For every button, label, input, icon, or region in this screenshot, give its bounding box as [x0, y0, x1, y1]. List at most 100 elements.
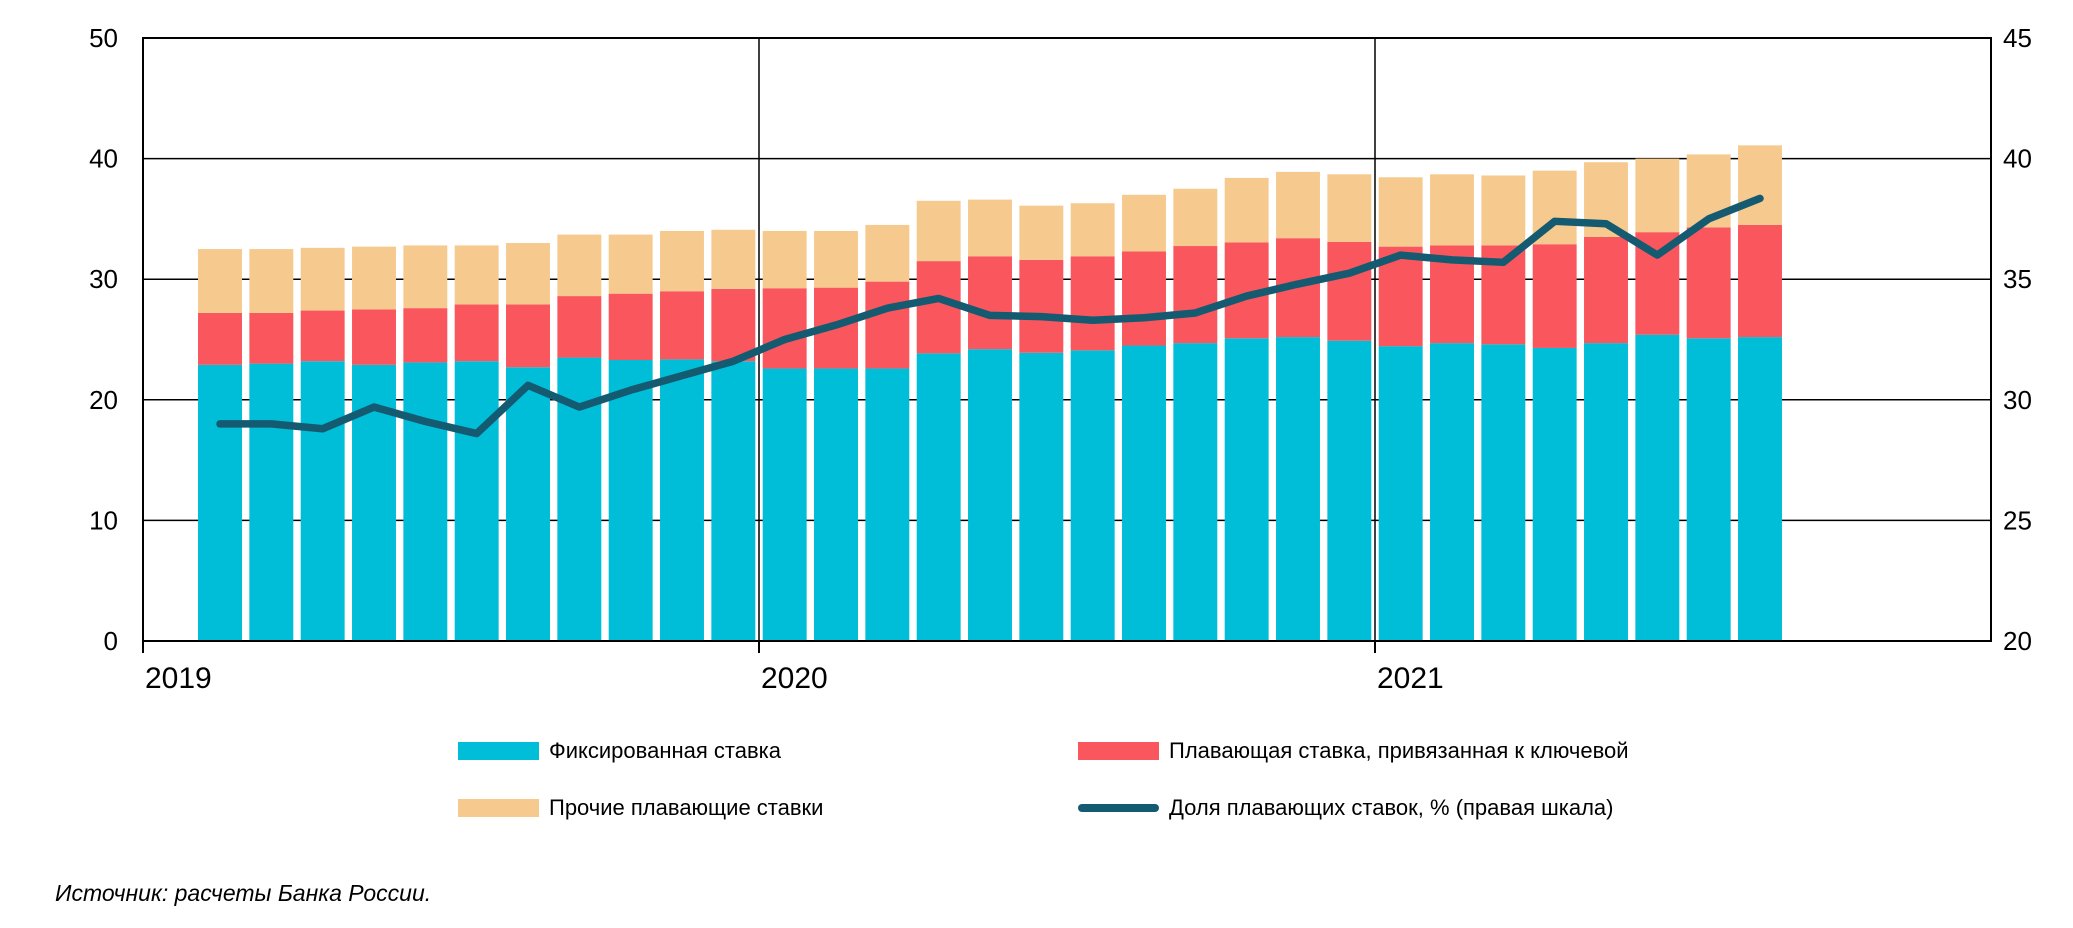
bar-segment-2	[352, 246, 396, 310]
bar-segment-0	[1430, 343, 1474, 641]
bar-segment-2	[1430, 174, 1474, 246]
bar-segment-2	[1122, 194, 1166, 252]
bar-segment-1	[1019, 259, 1064, 353]
bar-segment-0	[1532, 347, 1577, 641]
bar-segment-0	[1378, 346, 1423, 641]
bar-segment-2	[1019, 205, 1064, 260]
bar-segment-2	[249, 249, 294, 313]
bar-segment-0	[403, 362, 448, 641]
legend-swatch-fixed-rate	[458, 742, 539, 760]
bar-segment-1	[1327, 241, 1372, 341]
bar-segment-0	[660, 359, 704, 641]
y-axis-label-left: 20	[89, 385, 118, 415]
bar-segment-0	[249, 363, 294, 641]
bar-segment-2	[660, 230, 704, 292]
y-axis-label-right: 35	[2003, 264, 2032, 294]
legend-item-floating-share-line: Доля плавающих ставок, % (правая шкала)	[1078, 797, 1614, 819]
bar-segment-1	[1738, 224, 1782, 338]
legend-item-key-rate-floating: Плавающая ставка, привязанная к ключевой	[1078, 740, 1629, 762]
bar-segment-0	[1070, 350, 1115, 641]
bar-segment-0	[1686, 338, 1731, 641]
bar-segment-1	[762, 288, 807, 369]
bar-segment-2	[814, 230, 858, 288]
bar-segment-0	[506, 367, 550, 641]
bar-segment-1	[865, 281, 910, 369]
bar-segment-1	[968, 256, 1012, 350]
bar-segment-0	[198, 364, 242, 641]
bar-segment-0	[1173, 343, 1218, 641]
bar-segment-2	[300, 247, 345, 311]
y-axis-label-right: 20	[2003, 626, 2032, 656]
bar-segment-2	[1481, 175, 1526, 246]
bar-segment-2	[762, 230, 807, 289]
legend-label-other-floating: Прочие плавающие ставки	[549, 795, 824, 820]
y-axis-label-left: 50	[89, 23, 118, 53]
bar-segment-2	[506, 243, 550, 305]
bar-segment-2	[1378, 177, 1423, 247]
bar-segment-1	[198, 312, 242, 365]
legend-label-fixed-rate: Фиксированная ставка	[549, 738, 781, 763]
bar-segment-1	[1584, 236, 1628, 344]
bar-segment-2	[608, 234, 653, 294]
legend-swatch-key-rate-floating	[1078, 742, 1159, 760]
bar-segment-2	[1276, 171, 1320, 239]
legend-item-other-floating: Прочие плавающие ставки	[458, 797, 823, 819]
bar-segment-0	[1019, 352, 1064, 641]
bar-segment-1	[1122, 251, 1166, 346]
bar-segment-1	[608, 293, 653, 361]
bar-segment-0	[968, 349, 1012, 641]
bar-segment-0	[1584, 343, 1628, 641]
x-axis-year-label: 2019	[145, 662, 212, 695]
y-axis-label-right: 30	[2003, 385, 2032, 415]
x-axis-year-label: 2021	[1377, 662, 1444, 695]
y-axis-label-left: 40	[89, 144, 118, 174]
bar-segment-0	[916, 353, 961, 641]
bar-segment-0	[1481, 344, 1526, 641]
plot-frame	[142, 37, 1992, 642]
y-axis-label-right: 25	[2003, 505, 2032, 535]
bar-segment-1	[352, 309, 396, 365]
bar-segment-2	[454, 245, 499, 305]
source-note: Источник: расчеты Банка России.	[55, 880, 432, 906]
y-axis-label-right: 45	[2003, 23, 2032, 53]
bar-segment-2	[198, 249, 242, 313]
bar-segment-1	[249, 312, 294, 364]
legend-line-swatch-floating-share	[1078, 804, 1159, 812]
bar-segment-1	[711, 288, 756, 362]
y-axis-label-left: 30	[89, 264, 118, 294]
bar-segment-1	[1532, 244, 1577, 348]
bar-segment-1	[506, 304, 550, 368]
bar-segment-2	[1173, 188, 1218, 247]
legend-item-fixed-rate: Фиксированная ставка	[458, 740, 781, 762]
bar-segment-1	[557, 296, 602, 358]
bar-segment-0	[762, 368, 807, 641]
bar-segment-2	[557, 234, 602, 297]
bar-segment-2	[1327, 174, 1372, 242]
bar-segment-0	[1635, 334, 1680, 641]
bar-segment-2	[1070, 203, 1115, 257]
bar-segment-2	[916, 200, 961, 262]
bar-segment-0	[1327, 340, 1372, 641]
bar-segment-1	[454, 304, 499, 362]
legend-swatch-other-floating	[458, 799, 539, 817]
bar-segment-2	[1224, 177, 1269, 243]
bar-segment-2	[968, 199, 1012, 257]
bar-segment-2	[403, 245, 448, 309]
bar-segment-0	[454, 361, 499, 641]
bar-segment-0	[711, 361, 756, 641]
bar-segment-2	[711, 229, 756, 289]
bar-segment-0	[300, 361, 345, 641]
bar-segment-2	[865, 224, 910, 282]
bar-segment-2	[1635, 158, 1680, 233]
bar-segment-1	[1173, 246, 1218, 344]
bar-segment-2	[1738, 145, 1782, 225]
bar-segment-1	[1686, 227, 1731, 339]
bar-segment-1	[403, 308, 448, 363]
x-axis-year-label: 2020	[761, 662, 828, 695]
bar-segment-1	[660, 291, 704, 360]
bar-segment-1	[300, 310, 345, 362]
bar-segment-0	[865, 368, 910, 641]
bar-segment-1	[1070, 256, 1115, 351]
